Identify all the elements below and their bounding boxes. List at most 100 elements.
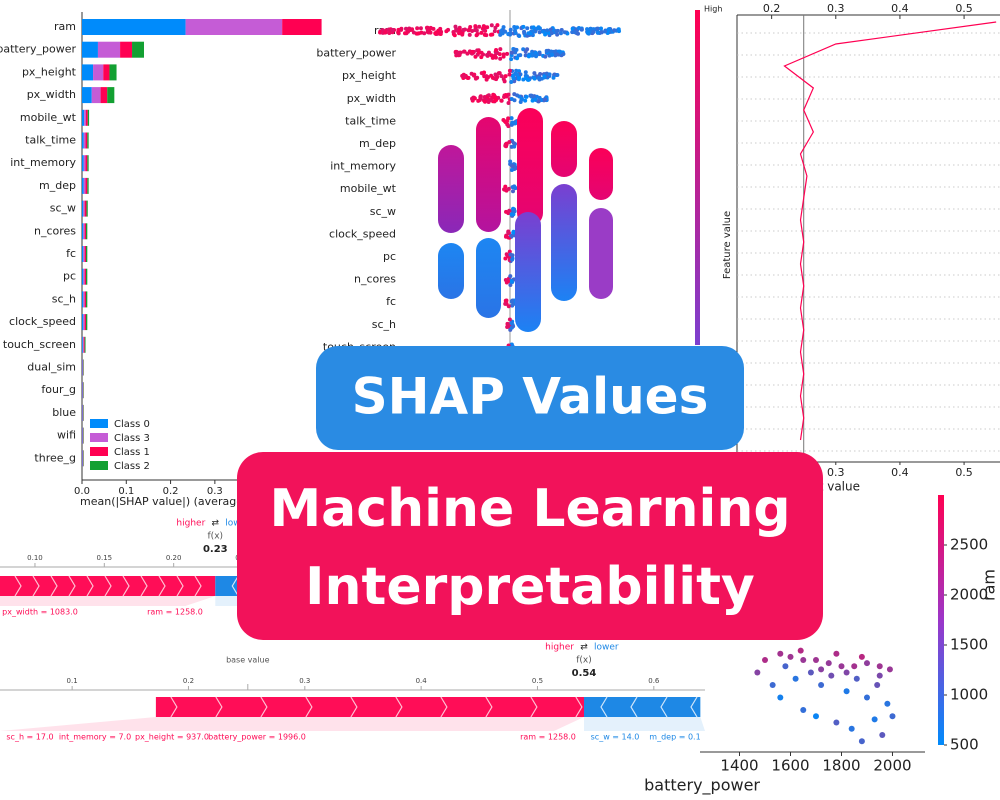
swarm-dot	[515, 25, 520, 30]
swarm-dot	[509, 321, 514, 326]
swarm-dot	[498, 56, 503, 61]
swarm-dot	[474, 28, 479, 33]
bar-segment	[85, 109, 88, 126]
swarm-dot	[543, 54, 548, 59]
swarm-dot	[532, 76, 537, 81]
point	[848, 725, 855, 732]
lower-label: lower	[594, 643, 619, 653]
point	[858, 738, 865, 745]
swarm-dot	[508, 282, 513, 287]
swarm-dot	[526, 31, 531, 36]
swarm-dot	[422, 31, 427, 36]
swarm-dot	[512, 47, 517, 52]
pill	[515, 212, 541, 332]
bar-segment	[85, 223, 88, 240]
colorbar-label: High	[704, 5, 722, 14]
swarm-dot	[511, 141, 516, 146]
legend-label: Class 1	[114, 447, 150, 458]
swarm-dot	[489, 23, 494, 28]
swarm-dot	[387, 31, 392, 36]
bar-segment	[132, 41, 144, 58]
swarm-dot	[512, 209, 517, 214]
bar-segment	[83, 155, 86, 172]
point	[843, 669, 850, 676]
chevron	[350, 696, 358, 718]
swarm-dot	[506, 124, 511, 129]
point	[853, 675, 860, 682]
swarm-dot	[562, 30, 567, 35]
feature-label: ram = 1258.0	[520, 733, 576, 742]
feature-label: int_memory = 7.0	[59, 733, 131, 742]
swarm-dot	[505, 51, 510, 56]
feature-label: ram = 1258.0	[147, 608, 203, 617]
swarm-dot	[503, 74, 508, 79]
swarm-dot	[508, 32, 513, 37]
x-tick-label: 1800	[822, 757, 860, 775]
feature-label: sc_w = 14.0	[591, 733, 640, 742]
base-label: base value	[226, 656, 270, 665]
swarm-dot	[570, 26, 575, 31]
banners: SHAP Values Machine Learning Interpretab…	[237, 346, 823, 640]
swarm-dot	[489, 73, 494, 78]
point	[843, 688, 850, 695]
bar-segment	[85, 268, 88, 285]
chevron	[690, 696, 698, 718]
pill	[438, 243, 464, 299]
swarm-dot	[494, 98, 499, 103]
swarm-dot	[460, 32, 465, 37]
pill	[589, 148, 613, 200]
swarm-dot	[462, 49, 467, 54]
chevron	[600, 696, 608, 718]
colorbar-tick-label: 2500	[950, 536, 988, 554]
x-tick-label: 0.2	[183, 677, 194, 685]
swarm-dot	[508, 27, 513, 32]
chevron	[260, 696, 268, 718]
point	[889, 713, 896, 720]
higher-label: higher	[545, 643, 574, 653]
swarm-dot	[558, 49, 563, 54]
swarm-dot	[509, 233, 514, 238]
swarm-dot	[504, 298, 509, 303]
swarm-dot	[522, 29, 527, 34]
swarm-dot	[508, 252, 513, 257]
swarm-dot	[507, 208, 512, 213]
swarm-dot	[509, 50, 514, 55]
colorbar-label: ram	[980, 569, 999, 601]
swarm-dot	[457, 52, 462, 57]
swarm-dot	[474, 33, 479, 38]
swarm-dot	[503, 301, 508, 306]
swarm-dot	[572, 30, 577, 35]
swarm-dot	[531, 53, 536, 58]
swarm-dot	[476, 50, 481, 55]
point	[800, 707, 807, 713]
swarm-dot	[559, 27, 564, 32]
bar-segment	[82, 291, 84, 308]
swarm-dot	[503, 278, 508, 283]
bar-segment	[82, 19, 186, 35]
bar-segment	[82, 268, 84, 285]
swarm-dot	[472, 96, 477, 101]
legend-label: Class 0	[114, 419, 150, 430]
y-tick-label: mobile_wt	[340, 182, 397, 195]
feature-label: px_width = 1083.0	[2, 608, 78, 617]
y-tick-label: pc	[383, 250, 396, 263]
bar-segment	[85, 155, 88, 172]
x-tick-label: 1400	[720, 757, 758, 775]
swarm-dot	[521, 24, 526, 29]
swarm-dot	[517, 33, 522, 38]
point	[825, 660, 832, 667]
swarm-dot	[470, 49, 475, 54]
y-tick-label: sc_h	[372, 318, 396, 331]
swarm-dot	[508, 274, 513, 279]
point	[851, 663, 858, 670]
swarm-dot	[550, 52, 555, 57]
swarm-dot	[505, 325, 510, 330]
point	[884, 700, 891, 707]
pill	[589, 208, 613, 299]
y-tick-label: px_height	[22, 65, 77, 78]
legend-swatch	[90, 419, 108, 428]
bar-segment	[83, 336, 85, 353]
banner-line: Machine Learning	[269, 479, 790, 539]
swarm-dot	[515, 73, 520, 78]
chevron	[395, 696, 403, 718]
